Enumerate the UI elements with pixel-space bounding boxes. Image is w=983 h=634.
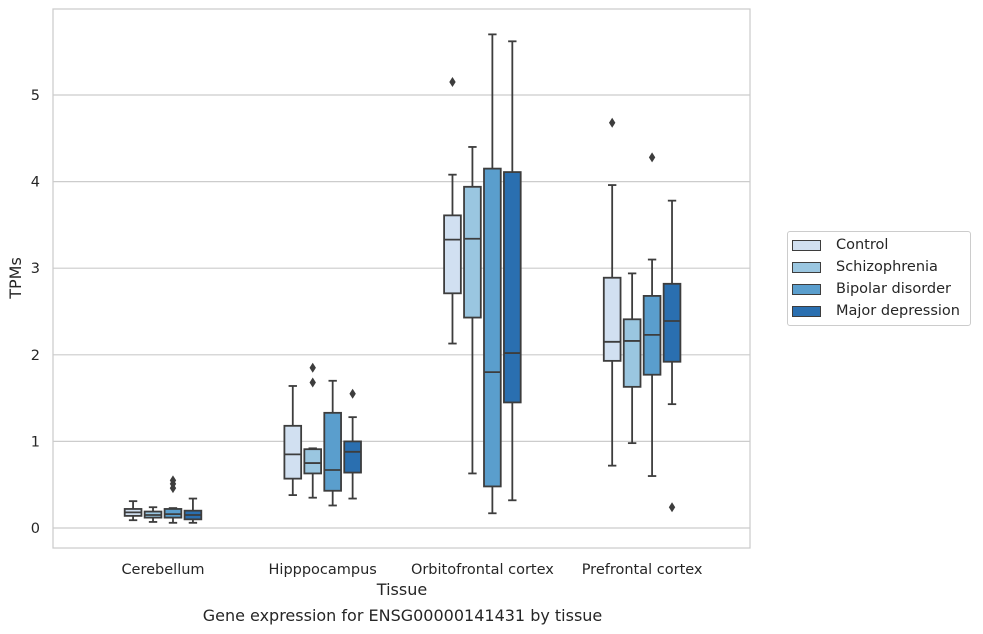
box-prefrontal-cortex-bipolar-disorder	[642, 152, 662, 477]
iqr-box	[343, 440, 362, 474]
iqr-box	[483, 167, 502, 488]
legend-label-major-depression: Major depression	[836, 303, 960, 319]
box-hipppocampus-major-depression	[343, 388, 362, 500]
box-cerebellum-schizophrenia	[143, 506, 163, 523]
legend: Control Schizophrenia Bipolar disorder M…	[787, 231, 971, 326]
x-tick-label-hipppocampus: Hipppocampus	[269, 562, 377, 578]
box-prefrontal-cortex-control	[602, 117, 622, 467]
outlier-point	[309, 377, 316, 388]
iqr-box	[443, 214, 462, 295]
outlier-point	[449, 77, 456, 88]
y-tick-label-0: 0	[31, 521, 40, 537]
iqr-box	[622, 318, 642, 388]
x-tick-label-cerebellum: Cerebellum	[121, 562, 204, 578]
legend-swatch-control	[792, 239, 821, 251]
legend-swatch-schizophrenia	[792, 261, 821, 273]
box-hipppocampus-bipolar-disorder	[323, 379, 342, 507]
box-cerebellum-major-depression	[183, 497, 203, 524]
y-tick-label-3: 3	[31, 261, 40, 277]
outlier-point	[169, 475, 177, 486]
legend-label-schizophrenia: Schizophrenia	[836, 259, 938, 275]
box-prefrontal-cortex-schizophrenia	[622, 272, 642, 445]
legend-item-control: Control	[792, 235, 888, 255]
legend-item-bipolar-disorder: Bipolar disorder	[792, 279, 951, 299]
iqr-box	[463, 185, 482, 319]
x-axis-label: Tissue	[376, 580, 427, 599]
iqr-box	[303, 448, 323, 475]
grid-lines	[53, 94, 750, 529]
iqr-box	[323, 411, 342, 492]
x-tick-label-orbitofrontal-cortex: Orbitofrontal cortex	[411, 562, 554, 578]
y-tick-label-2: 2	[31, 348, 40, 364]
iqr-box	[662, 282, 682, 363]
box-plots	[123, 33, 682, 524]
box-hipppocampus-schizophrenia	[303, 362, 323, 499]
outlier-point	[309, 362, 316, 373]
outlier-point	[648, 152, 656, 163]
box-orbitofrontal-cortex-bipolar-disorder	[483, 33, 502, 515]
legend-swatch-major-depression	[792, 305, 821, 317]
box-orbitofrontal-cortex-control	[443, 77, 462, 345]
legend-swatch-bipolar-disorder	[792, 283, 821, 295]
outlier-point	[349, 388, 356, 399]
y-tick-label-4: 4	[31, 175, 40, 191]
box-hipppocampus-control	[283, 385, 303, 496]
plot-frame	[52, 8, 751, 549]
y-tick-label-5: 5	[31, 88, 40, 104]
outlier-point	[608, 117, 616, 128]
box-prefrontal-cortex-major-depression	[662, 199, 682, 513]
legend-item-schizophrenia: Schizophrenia	[792, 257, 938, 277]
box-orbitofrontal-cortex-major-depression	[503, 40, 522, 502]
box-cerebellum-bipolar-disorder	[163, 475, 183, 524]
figure-caption: Gene expression for ENSG00000141431 by t…	[202, 606, 603, 625]
y-axis-label: TPMs	[6, 257, 25, 300]
axis-ticks: 0 1 2 3 4 5 Cerebellum Hipppocampus Orbitofronta…	[31, 88, 703, 578]
box-orbitofrontal-cortex-schizophrenia	[463, 146, 482, 475]
iqr-box	[602, 276, 622, 362]
legend-item-major-depression: Major depression	[792, 301, 960, 321]
x-tick-label-prefrontal-cortex: Prefrontal cortex	[582, 562, 703, 578]
outlier-point	[668, 502, 676, 513]
iqr-box	[283, 424, 303, 480]
box-cerebellum-control	[123, 500, 143, 522]
outlier-point	[169, 483, 177, 494]
legend-label-control: Control	[836, 237, 889, 253]
iqr-box	[503, 171, 522, 404]
legend-label-bipolar-disorder: Bipolar disorder	[836, 281, 951, 297]
y-tick-label-1: 1	[31, 434, 40, 450]
